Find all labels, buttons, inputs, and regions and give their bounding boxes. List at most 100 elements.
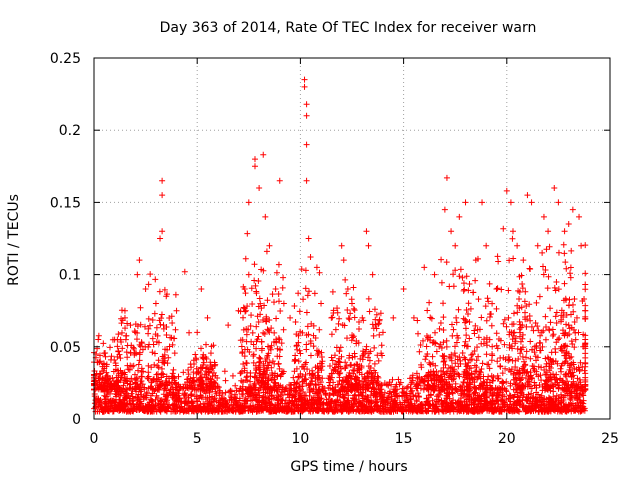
data-point (96, 371, 103, 378)
data-point (555, 395, 562, 402)
data-point (276, 177, 283, 184)
data-point (348, 337, 355, 344)
data-point (427, 361, 434, 368)
data-point (484, 407, 491, 414)
data-point (257, 385, 264, 392)
data-point (449, 332, 456, 339)
data-point (270, 338, 277, 345)
data-point (145, 375, 152, 382)
data-point (409, 387, 416, 394)
data-point (318, 300, 325, 307)
data-point (268, 364, 275, 371)
data-point (149, 349, 156, 356)
data-point (517, 346, 524, 353)
data-point (570, 361, 577, 368)
data-point (139, 346, 146, 353)
data-point (378, 381, 385, 388)
data-point (121, 314, 128, 321)
data-point (356, 318, 363, 325)
data-point (476, 368, 483, 375)
data-point (212, 372, 219, 379)
data-point (346, 352, 353, 359)
data-point (407, 381, 414, 388)
data-point (460, 379, 467, 386)
data-point (151, 408, 158, 415)
data-point (533, 371, 540, 378)
data-point (293, 389, 300, 396)
data-point (502, 365, 509, 372)
data-point (527, 266, 534, 273)
data-point (361, 376, 368, 383)
data-point (405, 408, 412, 415)
data-point (457, 266, 464, 273)
data-point (150, 386, 157, 393)
data-point (303, 392, 310, 399)
data-point (242, 386, 249, 393)
data-point (336, 393, 343, 400)
data-point (329, 357, 336, 364)
data-point (255, 333, 262, 340)
data-point (442, 397, 449, 404)
data-point (385, 382, 392, 389)
data-point (104, 396, 111, 403)
data-point (561, 359, 568, 366)
data-point (481, 392, 488, 399)
data-point (114, 379, 121, 386)
data-point (273, 315, 280, 322)
data-point (133, 383, 140, 390)
data-point (524, 368, 531, 375)
data-point (459, 274, 466, 281)
data-point (489, 408, 496, 415)
data-point (533, 299, 540, 306)
data-point (497, 354, 504, 361)
x-tick-label: 5 (193, 431, 202, 447)
data-point (490, 408, 497, 415)
data-point (562, 259, 569, 266)
data-point (429, 353, 436, 360)
data-point (159, 192, 166, 199)
data-point (471, 401, 478, 408)
data-point (539, 249, 546, 256)
data-point (134, 271, 141, 278)
data-point (510, 330, 517, 337)
data-point (247, 373, 254, 380)
data-point (312, 390, 319, 397)
data-point (130, 401, 137, 408)
data-point (531, 404, 538, 411)
data-point (95, 336, 102, 343)
data-point (414, 385, 421, 392)
data-point (328, 314, 335, 321)
data-point (123, 349, 130, 356)
data-point (319, 406, 326, 413)
data-point (306, 370, 313, 377)
data-point (408, 395, 415, 402)
data-point (99, 386, 106, 393)
x-axis-label: GPS time / hours (290, 459, 407, 475)
data-point (345, 373, 352, 380)
data-point (257, 355, 264, 362)
data-point (195, 405, 202, 412)
data-point (453, 339, 460, 346)
data-point (154, 386, 161, 393)
data-point (160, 322, 167, 329)
data-point (325, 407, 332, 414)
data-point (208, 343, 215, 350)
data-point (250, 351, 257, 358)
data-point (334, 309, 341, 316)
data-point (142, 286, 149, 293)
data-point (546, 327, 553, 334)
data-point (305, 382, 312, 389)
data-point (559, 347, 566, 354)
data-point (463, 404, 470, 411)
data-point (554, 382, 561, 389)
data-point (187, 405, 194, 412)
data-point (493, 305, 500, 312)
data-point (552, 349, 559, 356)
data-point (499, 370, 506, 377)
data-point (334, 305, 341, 312)
data-point (363, 407, 370, 414)
data-point (160, 355, 167, 362)
data-point (193, 355, 200, 362)
data-point (375, 320, 382, 327)
data-point (235, 307, 242, 314)
